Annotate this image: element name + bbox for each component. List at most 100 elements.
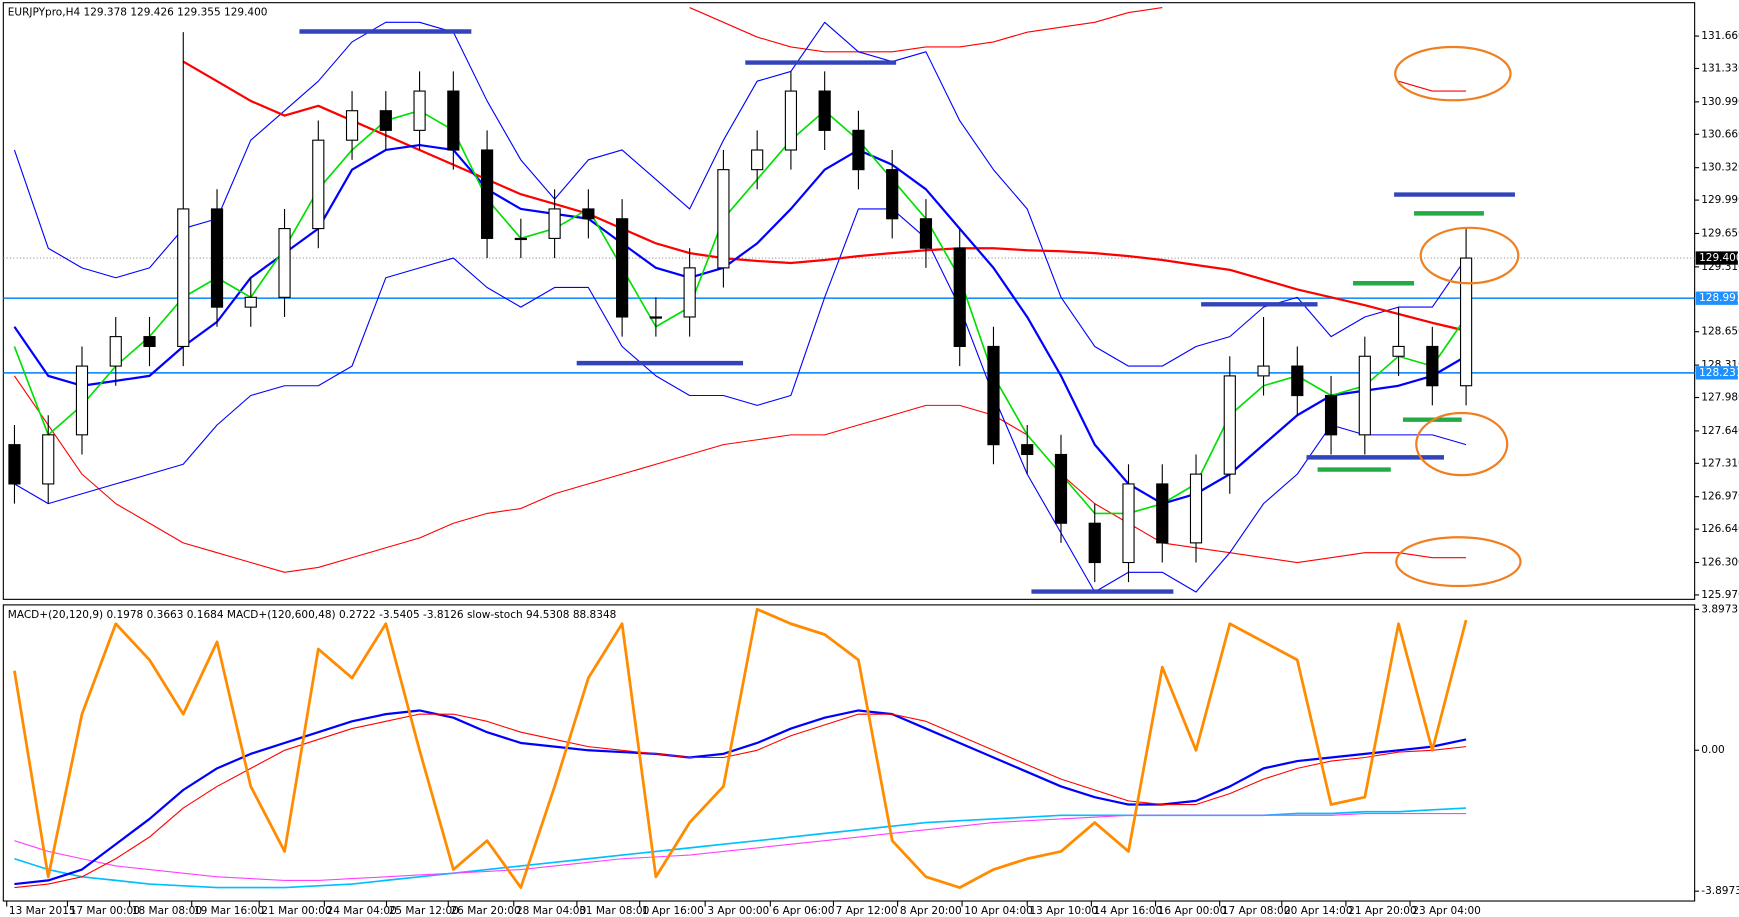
panel-title: EURJPYpro,H4 129.378 129.426 129.355 129… (8, 7, 268, 19)
x-tick-label: 6 Apr 06:00 (773, 905, 835, 917)
indicator-line (14, 208, 1467, 593)
level-label: 128.231 (1699, 367, 1739, 379)
indicator-line (14, 713, 1467, 889)
x-tick-label: 13 Apr 10:00 (1029, 905, 1098, 917)
indicator-line (13, 375, 1467, 573)
x-tick-label: 21 Mar 00:00 (261, 905, 331, 917)
highlight-ellipse (1395, 536, 1522, 588)
x-tick-label: 20 Apr 14:00 (1284, 905, 1353, 917)
y-tick-label: 131.330 (1701, 62, 1739, 74)
y-tick-label: 130.660 (1701, 128, 1739, 140)
main-panel (2, 2, 1696, 600)
candle-body (683, 267, 696, 318)
main-plot (3, 7, 1695, 593)
indicator-line (13, 143, 1467, 505)
candle-body (480, 149, 494, 239)
x-tick-label: 19 Mar 16:00 (194, 905, 264, 917)
candle-body (919, 218, 933, 249)
candle-body (1257, 365, 1270, 377)
highlight-ellipse (1419, 226, 1520, 285)
y-tick-label: 127.980 (1701, 392, 1739, 404)
x-tick-label: 1 Apr 16:00 (642, 905, 704, 917)
indicator-line (14, 812, 1467, 881)
level-label: 128.991 (1699, 292, 1739, 304)
x-tick-label: 17 Mar 00:00 (70, 905, 140, 917)
y-tick-label: 126.640 (1701, 523, 1739, 535)
candle-body (1054, 453, 1068, 524)
y-tick-label: -3.8973 (1701, 885, 1739, 897)
candle-body (987, 345, 1000, 446)
candle-body (1088, 522, 1101, 564)
candle-body (109, 336, 122, 367)
x-tick-label: 10 Apr 04:00 (964, 905, 1033, 917)
candle-body (784, 90, 798, 151)
candle-body (312, 139, 325, 230)
candle-body (582, 208, 595, 220)
x-tick-label: 25 Mar 12:00 (389, 905, 459, 917)
y-tick-label: 126.970 (1701, 491, 1739, 503)
indicator-plot (13, 607, 1468, 889)
last-price-box (1695, 251, 1738, 265)
candle-body (514, 237, 527, 241)
y-tick-label: 126.300 (1701, 557, 1739, 569)
x-tick-label: 17 Apr 08:00 (1222, 905, 1291, 917)
y-tick-label: 131.660 (1701, 30, 1739, 42)
candle-body (278, 228, 291, 298)
highlight-ellipse (1415, 411, 1509, 477)
candle-body (345, 110, 359, 141)
y-tick-label: 127.310 (1701, 457, 1739, 469)
candle-body (379, 110, 392, 131)
y-tick-label: 129.990 (1701, 194, 1739, 206)
x-tick-label: 14 Apr 16:00 (1094, 905, 1163, 917)
candle-body (1021, 444, 1034, 456)
y-tick-label: 130.320 (1701, 162, 1739, 174)
candle-body (1358, 355, 1371, 436)
x-tick-label: 21 Apr 20:00 (1348, 905, 1417, 917)
y-tick-label: 127.640 (1701, 425, 1739, 437)
candle-body (413, 90, 426, 131)
indicator-line (689, 7, 1467, 92)
candle-body (42, 434, 55, 485)
y-tick-label: 130.990 (1701, 96, 1739, 108)
x-tick-label: 13 Mar 2015 (9, 905, 76, 917)
x-tick-label: 3 Apr 00:00 (707, 905, 769, 917)
candle-body (8, 444, 21, 485)
highlight-ellipse (1394, 45, 1512, 102)
indicator-line (13, 607, 1468, 889)
candle-body (1156, 483, 1169, 544)
candle-body (616, 218, 629, 318)
candle-body (1324, 394, 1338, 436)
candle-body (143, 336, 156, 347)
candle-body (548, 208, 561, 239)
x-tick-label: 24 Mar 04:00 (327, 905, 397, 917)
y-tick-label: 128.650 (1701, 326, 1739, 338)
candle-body (751, 149, 764, 171)
annotations (299, 29, 1522, 594)
candle-body (1392, 345, 1405, 357)
x-tick-label: 31 Mar 08:00 (579, 905, 649, 917)
candle-body (244, 296, 257, 308)
x-tick-label: 16 Apr 00:00 (1158, 905, 1227, 917)
last-price-label: 129.400 (1699, 252, 1739, 264)
candle-body (1291, 365, 1304, 397)
candle-body (177, 208, 190, 347)
candle-body (717, 169, 730, 269)
x-tick-label: 18 Mar 08:00 (132, 905, 202, 917)
candle-body (1459, 257, 1473, 387)
x-tick-label: 28 Mar 04:00 (516, 905, 586, 917)
indicator-line (182, 60, 1467, 332)
candle-body (210, 208, 224, 308)
level-label-box (1695, 366, 1738, 380)
y-tick-label: 125.970 (1701, 589, 1739, 601)
candle-body (852, 129, 865, 171)
candle-body (447, 90, 460, 151)
panel-title: MACD+(20,120,9) 0.1978 0.3663 0.1684 MAC… (8, 609, 617, 621)
candle-body (1189, 473, 1203, 544)
candle-body (1426, 345, 1439, 387)
y-tick-label: 129.650 (1701, 227, 1739, 239)
indicator-line (13, 21, 1467, 367)
x-tick-label: 7 Apr 12:00 (836, 905, 898, 917)
candle-body (818, 90, 831, 131)
